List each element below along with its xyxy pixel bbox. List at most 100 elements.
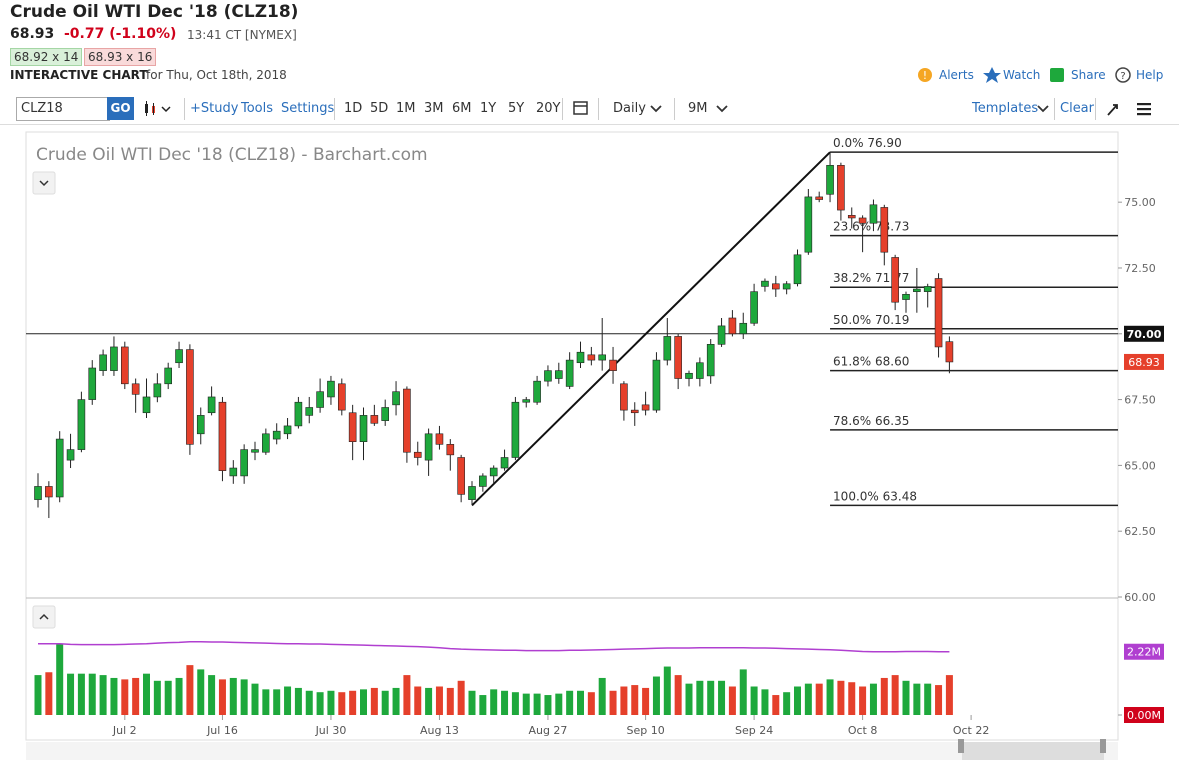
volume-bar [511,692,519,715]
scrollbar[interactable] [26,742,1118,760]
candle-body [131,383,140,395]
candle-body [728,317,737,335]
volume-ma [38,641,950,653]
go-button[interactable]: GO [107,97,134,120]
candle-body [696,362,704,379]
volume-bar [891,675,899,715]
candle-body [522,399,531,403]
candle-body [717,325,726,345]
volume-bar [750,686,758,715]
period[interactable]: 1Y [480,101,497,116]
separator [598,98,599,120]
candle-body [826,165,834,195]
volume-bar [555,693,563,715]
chart-type-icon[interactable] [142,100,176,118]
chevron [39,613,49,620]
period[interactable]: 3M [424,101,444,116]
study[interactable]: +Study [190,101,239,116]
candle-body [435,433,444,445]
candle-body [620,383,628,411]
candle-body [782,283,791,290]
candle-body [771,283,780,290]
candle-body [858,217,867,224]
candle-body [511,401,520,458]
candle-body [381,407,390,421]
volume-bar [935,685,943,715]
fib-label: 61.8% 68.60 [833,355,909,369]
collapse-button[interactable] [32,171,56,195]
scroll-thumb[interactable] [962,742,1104,760]
volume-bar [425,687,433,715]
fib-label: 0.0% 76.90 [833,136,902,150]
tools[interactable]: Tools [241,101,274,116]
volume-bar [392,687,400,715]
volume-bar [848,682,856,715]
section: INTERACTIVE CHART [10,68,148,82]
candle-body [316,391,324,408]
period[interactable]: 20Y [536,101,561,116]
volume-bar [490,689,498,715]
x-tick-label: Aug 13 [420,724,459,737]
volume-bar [522,693,530,715]
x-tick-label: Oct 22 [953,724,990,737]
candle-body [544,370,552,382]
candle-body [902,293,910,300]
range[interactable]: 9M [688,101,708,116]
candle-body [229,467,238,477]
alerts[interactable]: Alerts [939,68,974,82]
volume-bar [435,686,443,715]
volume-bar [620,686,628,715]
volume-bar [902,680,910,715]
candle-body [283,425,292,435]
volume-bar [577,690,584,715]
volume-bar [370,687,378,715]
scroll-handle[interactable] [1100,739,1106,753]
volume-bar [143,673,150,715]
x-tick-label: Sep 10 [626,724,664,737]
candle-body [262,433,270,453]
share[interactable]: Share [1071,68,1106,82]
volume-bar [761,689,769,715]
expand-button[interactable] [32,605,56,629]
calendar-icon[interactable] [572,99,590,117]
candle-body [424,433,433,461]
volume-bar [197,669,205,715]
candle-body [153,383,162,398]
clear[interactable]: Clear [1060,101,1094,116]
period[interactable]: 1D [344,101,363,116]
volume-bar [67,673,75,715]
candle-body [34,486,42,500]
period[interactable]: 1M [396,101,416,116]
volume-bar [718,680,726,715]
volume-bar [501,690,509,715]
volume-bar [457,680,465,715]
volume-bar [642,687,650,715]
volume-bar [609,690,617,715]
menu-icons[interactable] [1104,100,1164,118]
scroll-handle[interactable] [958,739,964,753]
candle-body [793,254,802,285]
volume-bar [631,685,639,715]
volume-bar [164,680,172,715]
interval[interactable]: Daily [613,101,646,116]
candle-body [891,257,899,303]
period[interactable]: 5Y [508,101,525,116]
watch[interactable]: Watch [1003,68,1041,82]
candle-body [359,415,368,443]
candle-body [761,280,769,287]
settings[interactable]: Settings [281,101,335,116]
last-price-label: 68.93 [1128,356,1160,369]
period[interactable]: 5D [370,101,389,116]
help[interactable]: Help [1136,68,1164,82]
templates[interactable]: Templates [972,101,1039,116]
volume-bar [110,677,118,715]
candle-body [587,354,596,361]
candle-body [880,207,889,253]
y-tick-label: 60.00 [1124,591,1156,604]
volume-bar [945,675,953,715]
hline-tag [1124,325,1164,342]
period[interactable]: 6M [452,101,472,116]
x-tick-label: Jul 30 [315,724,347,737]
